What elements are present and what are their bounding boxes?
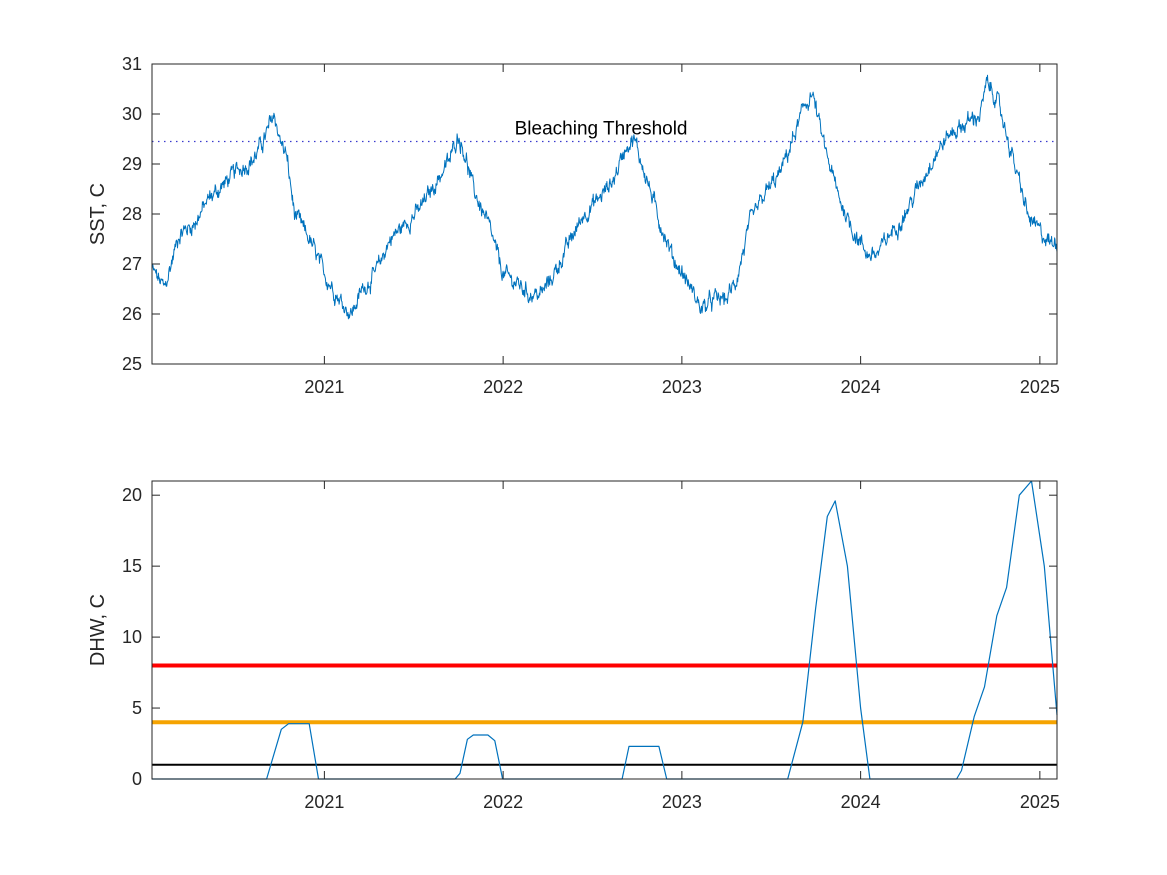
dhw-series-line	[152, 480, 1058, 780]
y-tick-label: 27	[122, 254, 142, 274]
sst-axes-box	[151, 63, 1058, 365]
y-tick-label: 26	[122, 304, 142, 324]
y-tick-label: 0	[132, 769, 142, 789]
y-tick-label: 10	[122, 627, 142, 647]
dhw-axes-box	[151, 480, 1058, 780]
y-tick-label: 29	[122, 154, 142, 174]
dhw-panel: DHW, C 0 5 10 15 20 2021 2022 2023 2024 2025	[87, 480, 1060, 812]
x-tick-label: 2025	[1020, 792, 1060, 812]
x-tick-label: 2022	[483, 792, 523, 812]
x-tick-label: 2023	[662, 377, 702, 397]
y-tick-label: 31	[122, 54, 142, 74]
sst-series-line	[151, 74, 1058, 320]
x-tick-label: 2024	[841, 377, 881, 397]
x-tick-label: 2024	[841, 792, 881, 812]
x-tick-label: 2022	[483, 377, 523, 397]
sst-panel: SST, C Bleaching Threshold 25 26 27 28 29 30 3…	[87, 54, 1060, 397]
y-tick-label: 5	[132, 698, 142, 718]
y-tick-label: 25	[122, 354, 142, 374]
x-tick-label: 2021	[304, 792, 344, 812]
y-tick-label: 30	[122, 104, 142, 124]
y-tick-label: 20	[122, 485, 142, 505]
x-tick-label: 2021	[304, 377, 344, 397]
bleaching-threshold-label: Bleaching Threshold	[515, 119, 688, 140]
y-tick-label: 15	[122, 556, 142, 576]
sst-ylabel: SST, C	[87, 183, 109, 245]
dhw-ylabel: DHW, C	[87, 594, 109, 666]
x-tick-label: 2023	[662, 792, 702, 812]
y-tick-label: 28	[122, 204, 142, 224]
x-tick-label: 2025	[1020, 377, 1060, 397]
